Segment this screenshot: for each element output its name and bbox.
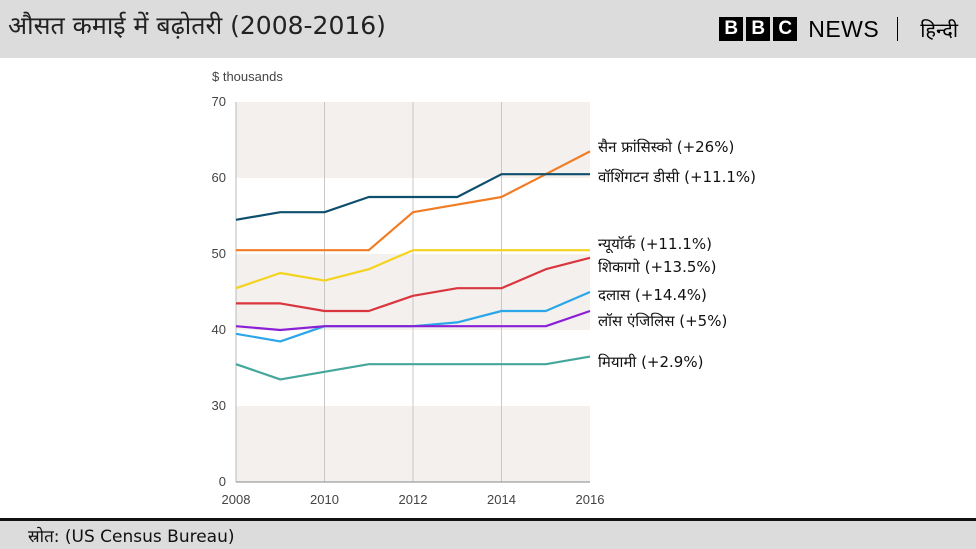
y-tick-label: 70	[212, 94, 226, 109]
series-lines	[235, 150, 591, 381]
y-tick-label: 60	[212, 170, 226, 185]
bbc-news-hindi-logo[interactable]: B B C NEWS हिन्दी	[719, 14, 958, 44]
x-tick-label: 2010	[310, 492, 339, 507]
series-line	[235, 249, 590, 290]
series-label: लॉस एंजिलिस (+5%)	[598, 312, 727, 330]
x-tick-labels: 2008 2010 2012 2014 2016	[222, 492, 605, 507]
y-tick-label: 0	[219, 474, 226, 489]
series-line	[235, 355, 591, 381]
series-labels: सैन फ्रांसिस्को (+26%) वॉशिंगटन डीसी (+11…	[598, 138, 756, 371]
series-label: मियामी (+2.9%)	[598, 353, 703, 371]
logo-divider	[897, 17, 899, 41]
y-axis-unit-label: $ thousands	[212, 69, 283, 84]
header-bar: औसत कमाई में बढ़ोतरी (2008-2016) B B C N…	[0, 0, 976, 58]
y-tick-labels: 0 30 40 50 60 70	[212, 94, 226, 489]
series-label: शिकागो (+13.5%)	[598, 258, 717, 276]
axes	[235, 102, 590, 483]
footer-bar: स्रोत: (US Census Bureau)	[0, 518, 976, 549]
x-tick-label: 2008	[222, 492, 251, 507]
y-tick-label: 30	[212, 398, 226, 413]
series-line	[236, 256, 591, 313]
source-note: स्रोत: (US Census Bureau)	[28, 527, 235, 547]
bbc-logo-letter-b1: B	[719, 17, 744, 41]
series-label: दलास (+14.4%)	[598, 286, 707, 304]
bbc-logo-letter-c: C	[773, 17, 798, 41]
series-line	[235, 173, 590, 221]
language-label: हिन्दी	[920, 17, 958, 42]
news-wordmark: NEWS	[808, 15, 880, 42]
bbc-logo-letter-b2: B	[746, 17, 771, 41]
y-tick-label: 50	[212, 246, 226, 261]
y-tick-label: 40	[212, 322, 226, 337]
series-label: सैन फ्रांसिस्को (+26%)	[598, 138, 734, 156]
x-tick-label: 2014	[487, 492, 516, 507]
gridlines	[324, 102, 502, 482]
series-label: वॉशिंगटन डीसी (+11.1%)	[598, 168, 756, 186]
x-tick-label: 2016	[576, 492, 605, 507]
x-tick-label: 2012	[399, 492, 428, 507]
series-line	[236, 150, 591, 252]
page-title: औसत कमाई में बढ़ोतरी (2008-2016)	[8, 11, 386, 40]
series-line	[235, 309, 591, 332]
series-label: न्यूयॉर्क (+11.1%)	[598, 235, 712, 254]
